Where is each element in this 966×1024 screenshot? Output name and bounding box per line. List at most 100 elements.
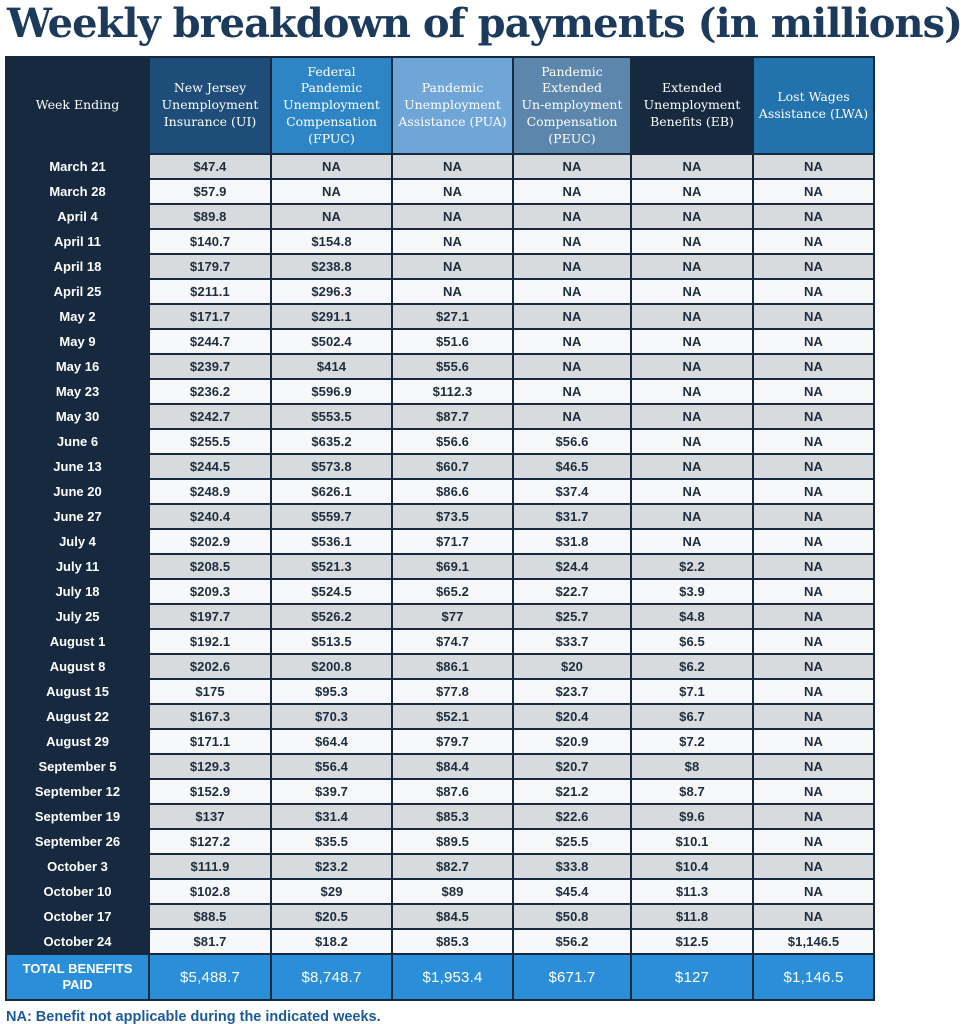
- value-cell: $56.6: [512, 428, 632, 456]
- value-cell: $102.8: [148, 878, 272, 906]
- value-cell: $84.4: [391, 753, 514, 781]
- value-cell: $211.1: [148, 278, 272, 306]
- table-row: June 6 $255.5 $635.2 $56.6 $56.6 NA NA: [5, 428, 875, 456]
- value-cell: $513.5: [270, 628, 393, 656]
- value-cell: NA: [270, 153, 393, 181]
- value-cell: $65.2: [391, 578, 514, 606]
- value-cell: NA: [630, 353, 754, 381]
- value-cell: NA: [752, 853, 875, 881]
- total-value-cell: $8,748.7: [270, 953, 393, 1002]
- value-cell: NA: [752, 203, 875, 231]
- value-cell: $85.3: [391, 928, 514, 956]
- table-row: June 27 $240.4 $559.7 $73.5 $31.7 NA NA: [5, 503, 875, 531]
- week-cell: May 30: [5, 403, 150, 431]
- value-cell: $89.8: [148, 203, 272, 231]
- value-cell: NA: [512, 403, 632, 431]
- table-row: October 10 $102.8 $29 $89 $45.4 $11.3 NA: [5, 878, 875, 906]
- value-cell: $33.8: [512, 853, 632, 881]
- value-cell: $51.6: [391, 328, 514, 356]
- value-cell: $7.1: [630, 678, 754, 706]
- week-cell: April 25: [5, 278, 150, 306]
- page-title: Weekly breakdown of payments (in million…: [7, 0, 963, 47]
- table-header: Week Ending New Jersey Unemployment Insur…: [5, 56, 875, 156]
- value-cell: NA: [630, 203, 754, 231]
- value-cell: NA: [752, 753, 875, 781]
- week-cell: April 11: [5, 228, 150, 256]
- value-cell: $244.7: [148, 328, 272, 356]
- week-cell: July 4: [5, 528, 150, 556]
- table-row: August 15 $175 $95.3 $77.8 $23.7 $7.1 NA: [5, 678, 875, 706]
- value-cell: NA: [752, 478, 875, 506]
- value-cell: $526.2: [270, 603, 393, 631]
- value-cell: NA: [752, 353, 875, 381]
- value-cell: $127.2: [148, 828, 272, 856]
- table-row: March 28 $57.9 NA NA NA NA NA: [5, 178, 875, 206]
- value-cell: NA: [630, 153, 754, 181]
- table-row: August 8 $202.6 $200.8 $86.1 $20 $6.2 NA: [5, 653, 875, 681]
- header-cell-5: Extended Unemployment Benefits (EB): [630, 56, 754, 156]
- value-cell: $56.2: [512, 928, 632, 956]
- value-cell: $7.2: [630, 728, 754, 756]
- table-row: August 1 $192.1 $513.5 $74.7 $33.7 $6.5 NA: [5, 628, 875, 656]
- value-cell: $129.3: [148, 753, 272, 781]
- value-cell: NA: [752, 403, 875, 431]
- value-cell: NA: [391, 253, 514, 281]
- value-cell: $79.7: [391, 728, 514, 756]
- value-cell: $200.8: [270, 653, 393, 681]
- value-cell: NA: [752, 653, 875, 681]
- value-cell: $60.7: [391, 453, 514, 481]
- value-cell: $171.1: [148, 728, 272, 756]
- value-cell: $55.6: [391, 353, 514, 381]
- value-cell: $95.3: [270, 678, 393, 706]
- value-cell: NA: [512, 378, 632, 406]
- value-cell: $242.7: [148, 403, 272, 431]
- value-cell: $22.6: [512, 803, 632, 831]
- total-label-cell: TOTAL BENEFITS PAID: [5, 953, 150, 1002]
- value-cell: $20: [512, 653, 632, 681]
- week-cell: May 9: [5, 328, 150, 356]
- value-cell: $559.7: [270, 503, 393, 531]
- value-cell: NA: [752, 378, 875, 406]
- value-cell: $74.7: [391, 628, 514, 656]
- value-cell: $137: [148, 803, 272, 831]
- value-cell: $8: [630, 753, 754, 781]
- value-cell: $10.4: [630, 853, 754, 881]
- value-cell: NA: [752, 153, 875, 181]
- value-cell: NA: [752, 678, 875, 706]
- week-cell: July 18: [5, 578, 150, 606]
- value-cell: $296.3: [270, 278, 393, 306]
- value-cell: NA: [752, 553, 875, 581]
- value-cell: $626.1: [270, 478, 393, 506]
- value-cell: NA: [752, 628, 875, 656]
- value-cell: NA: [752, 453, 875, 481]
- week-cell: June 20: [5, 478, 150, 506]
- header-cell-4: Pandemic Extended Un‑employment Compensa…: [512, 56, 632, 156]
- value-cell: NA: [752, 528, 875, 556]
- table-row: September 12 $152.9 $39.7 $87.6 $21.2 $8.7 NA: [5, 778, 875, 806]
- value-cell: $69.1: [391, 553, 514, 581]
- value-cell: $238.8: [270, 253, 393, 281]
- value-cell: $56.6: [391, 428, 514, 456]
- value-cell: $31.4: [270, 803, 393, 831]
- value-cell: NA: [630, 278, 754, 306]
- table-row: April 4 $89.8 NA NA NA NA NA: [5, 203, 875, 231]
- value-cell: NA: [630, 403, 754, 431]
- value-cell: NA: [630, 378, 754, 406]
- value-cell: $20.4: [512, 703, 632, 731]
- value-cell: $6.2: [630, 653, 754, 681]
- table-row: May 30 $242.7 $553.5 $87.7 NA NA NA: [5, 403, 875, 431]
- value-cell: NA: [391, 178, 514, 206]
- week-cell: March 21: [5, 153, 150, 181]
- value-cell: NA: [512, 253, 632, 281]
- value-cell: NA: [752, 278, 875, 306]
- value-cell: $635.2: [270, 428, 393, 456]
- value-cell: $11.3: [630, 878, 754, 906]
- header-cell-0: Week Ending: [5, 56, 150, 156]
- value-cell: NA: [512, 203, 632, 231]
- table-body: March 21 $47.4 NA NA NA NA NA March 28 $57.9 NA NA…: [5, 153, 875, 956]
- value-cell: $524.5: [270, 578, 393, 606]
- value-cell: $23.7: [512, 678, 632, 706]
- value-cell: $414: [270, 353, 393, 381]
- value-cell: $85.3: [391, 803, 514, 831]
